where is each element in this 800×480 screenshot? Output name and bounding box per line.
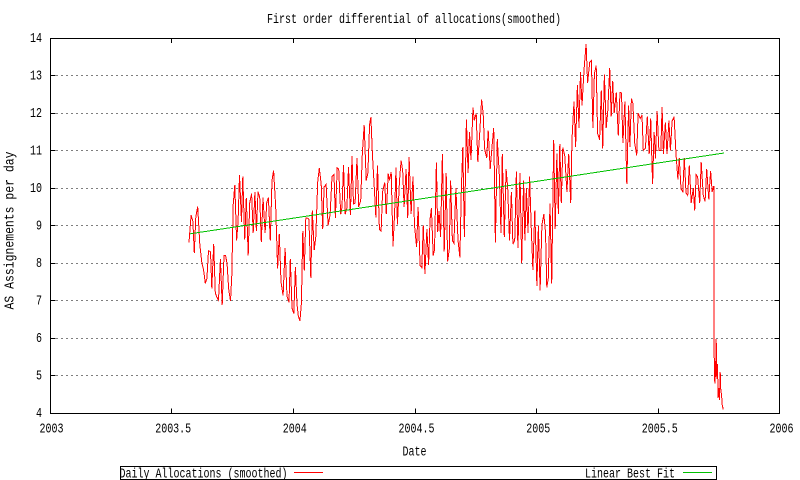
svg-text:6: 6	[36, 331, 42, 347]
svg-text:14: 14	[30, 31, 42, 47]
svg-text:9: 9	[36, 219, 42, 235]
svg-text:2006: 2006	[770, 422, 794, 438]
svg-text:11: 11	[30, 144, 42, 160]
svg-text:7: 7	[36, 294, 42, 310]
svg-text:12: 12	[30, 106, 42, 122]
svg-text:4: 4	[36, 406, 42, 422]
svg-text:5: 5	[36, 369, 42, 385]
svg-text:Daily Allocations (smoothed): Daily Allocations (smoothed)	[120, 467, 288, 480]
svg-text:2004.5: 2004.5	[399, 422, 435, 438]
svg-text:13: 13	[30, 69, 42, 85]
svg-text:AS Assignements per day: AS Assignements per day	[3, 152, 19, 310]
svg-text:Linear Best Fit: Linear Best Fit	[585, 467, 675, 480]
svg-text:2003: 2003	[40, 422, 64, 438]
svg-text:10: 10	[30, 181, 42, 197]
svg-text:8: 8	[36, 256, 42, 272]
svg-text:Date: Date	[403, 445, 427, 461]
svg-text:First order differential of al: First order differential of allocations(…	[267, 12, 561, 28]
svg-text:2004: 2004	[283, 422, 307, 438]
svg-text:2005: 2005	[526, 422, 550, 438]
svg-text:2005.5: 2005.5	[642, 422, 678, 438]
svg-text:2003.5: 2003.5	[155, 422, 191, 438]
